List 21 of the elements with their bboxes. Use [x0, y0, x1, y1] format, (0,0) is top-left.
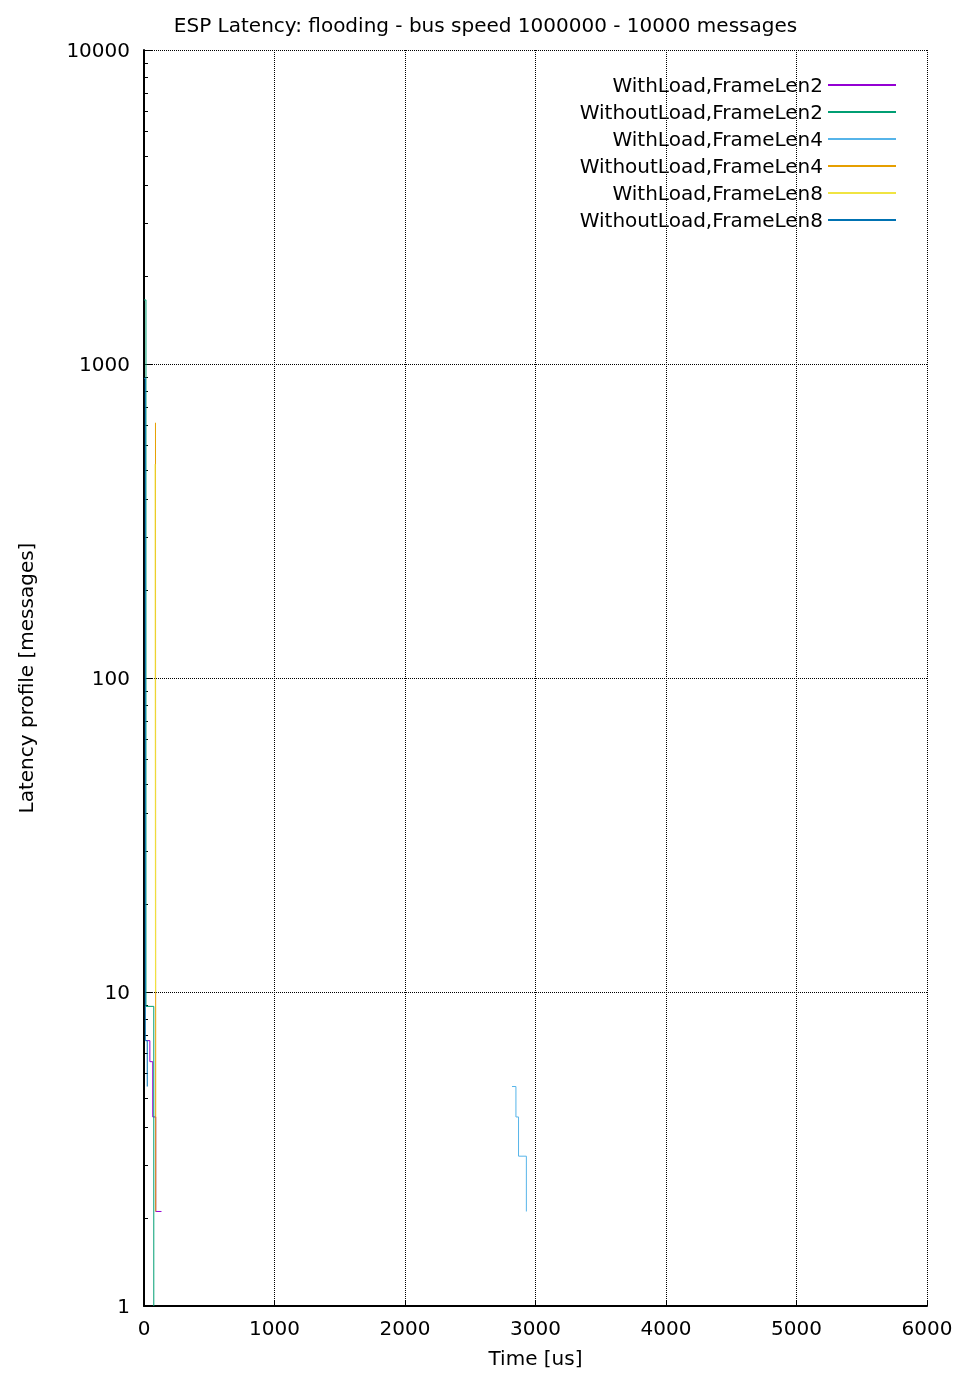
y-tick-label: 100 — [91, 666, 130, 690]
legend-label: WithLoad,FrameLen2 — [612, 73, 823, 97]
x-axis-title: Time [us] — [487, 1346, 583, 1370]
legend-label: WithoutLoad,FrameLen8 — [579, 208, 823, 232]
y-axis-title: Latency profile [messages] — [14, 542, 38, 814]
x-tick-label: 6000 — [901, 1316, 953, 1340]
y-tick-label: 10000 — [66, 38, 130, 62]
y-tick-label: 10 — [104, 980, 130, 1004]
x-tick-label: 2000 — [379, 1316, 431, 1340]
y-tick-label: 1000 — [79, 352, 130, 376]
legend-label: WithoutLoad,FrameLen2 — [579, 100, 823, 124]
x-tick-label: 3000 — [510, 1316, 561, 1340]
x-tick-label: 0 — [137, 1316, 151, 1340]
x-tick-label: 4000 — [640, 1316, 692, 1340]
legend-label: WithLoad,FrameLen4 — [612, 127, 823, 151]
chart-title: ESP Latency: flooding - bus speed 1000000 - 10000 messages — [173, 13, 798, 37]
legend-label: WithLoad,FrameLen8 — [612, 181, 823, 205]
x-tick-label: 1000 — [249, 1316, 300, 1340]
y-tick-label: 1 — [117, 1294, 130, 1318]
legend-label: WithoutLoad,FrameLen4 — [579, 154, 823, 178]
x-tick-label: 5000 — [771, 1316, 822, 1340]
